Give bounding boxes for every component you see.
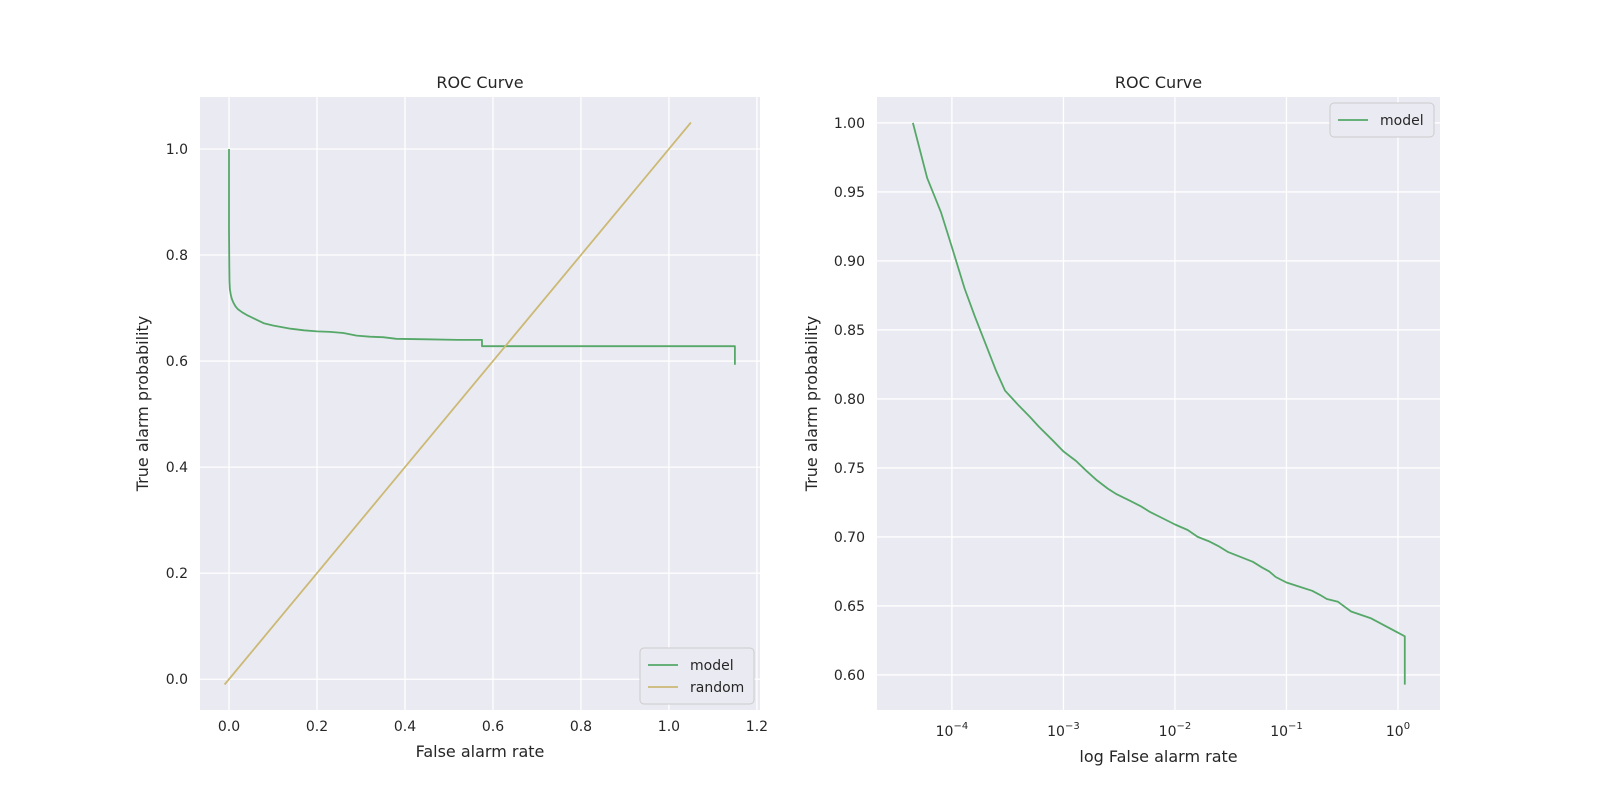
y-axis-label: True alarm probability: [133, 316, 152, 492]
y-tick-label: 1.00: [834, 116, 865, 132]
x-tick-label: 10−1: [1270, 721, 1303, 740]
series-line-model: [912, 122, 1406, 685]
y-tick-label: 0.4: [166, 460, 188, 476]
series-line-model: [228, 149, 736, 365]
legend-label: random: [690, 680, 744, 696]
y-tick-label: 0.80: [834, 392, 865, 408]
chart-title: ROC Curve: [1115, 73, 1202, 92]
x-tick-label: 0.8: [570, 719, 592, 735]
x-axis-label: False alarm rate: [416, 742, 545, 761]
x-tick-label: 100: [1386, 721, 1410, 740]
y-tick-label: 0.8: [166, 248, 188, 264]
y-axis-label: True alarm probability: [802, 316, 821, 492]
y-tick-label: 0.95: [834, 185, 865, 201]
x-tick-label: 0.6: [482, 719, 504, 735]
roc-log-panel: 10−4 10−3 10−2 10−1 100 0.60 0.65 0.70 0.75 0.80 0…: [802, 73, 1440, 766]
legend: model: [1329, 102, 1435, 138]
y-tick-label: 0.90: [834, 254, 865, 270]
y-tick-label: 0.6: [166, 354, 188, 370]
y-tick-label: 0.70: [834, 530, 865, 546]
y-tick-label: 1.0: [166, 142, 188, 158]
y-tick-label: 0.60: [834, 668, 865, 684]
roc-linear-panel: 0.0 0.2 0.4 0.6 0.8 1.0 1.2 0.0 0.2 0.4 0.6 0.8 1.0 R…: [133, 73, 768, 761]
legend-label: model: [1380, 113, 1424, 129]
y-tick-label: 0.75: [834, 461, 865, 477]
chart-title: ROC Curve: [436, 73, 523, 92]
x-tick-label: 1.2: [746, 719, 768, 735]
x-axis-label: log False alarm rate: [1079, 747, 1237, 766]
x-tick-label: 0.4: [394, 719, 416, 735]
x-tick-label: 0.2: [306, 719, 328, 735]
x-tick-label: 1.0: [658, 719, 680, 735]
y-tick-label: 0.2: [166, 566, 188, 582]
x-tick-label: 10−4: [936, 721, 969, 740]
legend-label: model: [690, 658, 734, 674]
plot-area: [200, 97, 760, 710]
y-tick-label: 0.0: [166, 672, 188, 688]
legend-box: [639, 647, 755, 705]
x-tick-label: 10−3: [1047, 721, 1080, 740]
legend-box: [1329, 102, 1435, 138]
x-tick-label: 10−2: [1159, 721, 1192, 740]
y-tick-label: 0.85: [834, 323, 865, 339]
x-tick-label: 0.0: [218, 719, 240, 735]
plot-area: [877, 97, 1440, 710]
y-tick-label: 0.65: [834, 599, 865, 615]
legend: model random: [639, 647, 755, 705]
series-line-random: [223, 121, 692, 686]
